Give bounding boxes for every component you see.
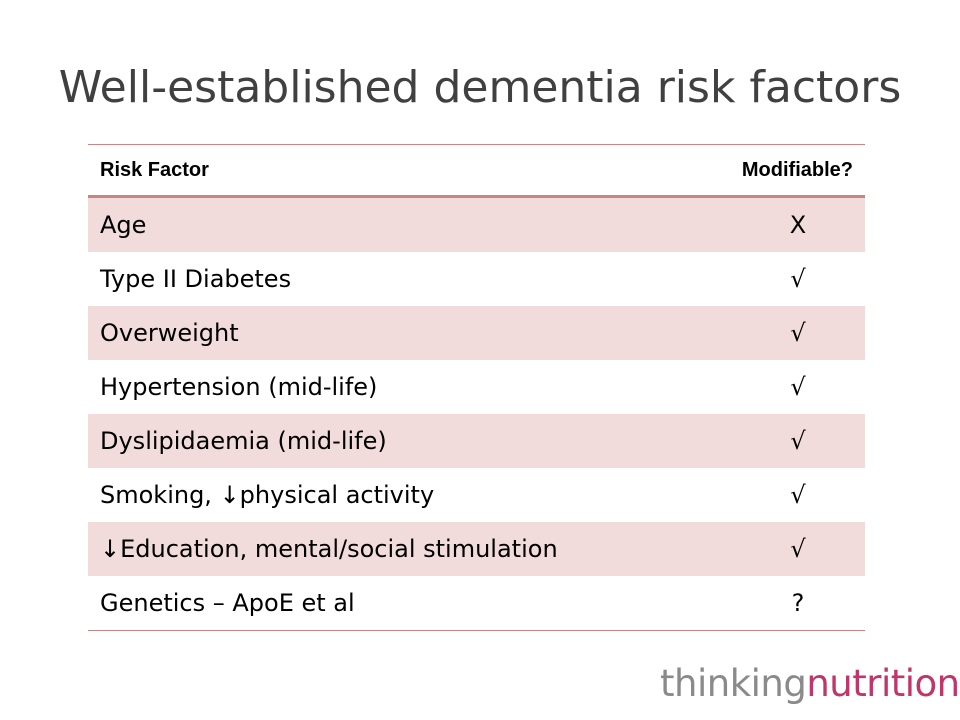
table-row: Overweight √	[88, 306, 865, 360]
risk-factor-cell: Smoking, ↓physical activity	[100, 481, 435, 509]
modifiable-cell: √	[790, 373, 806, 401]
table-row: Dyslipidaemia (mid-life) √	[88, 414, 865, 468]
modifiable-cell: ?	[791, 589, 805, 617]
modifiable-cell: √	[790, 319, 806, 347]
modifiable-cell: √	[790, 427, 806, 455]
modifiable-cell: √	[790, 481, 806, 509]
header-risk-factor: Risk Factor	[100, 158, 209, 181]
thinking-nutrition-logo: thinkingnutrition	[660, 662, 960, 705]
table-row: ↓Education, mental/social stimulation √	[88, 522, 865, 576]
logo-word-thinking: thinking	[660, 662, 807, 705]
header-modifiable: Modifiable?	[741, 158, 853, 181]
logo-word-nutrition: nutrition	[806, 662, 960, 705]
table-header-row: Risk Factor Modifiable?	[88, 145, 865, 198]
slide-title: Well-established dementia risk factors	[58, 62, 902, 113]
risk-factor-cell: Genetics – ApoE et al	[100, 589, 355, 617]
risk-factor-cell: Overweight	[100, 319, 239, 347]
table-row: Age X	[88, 198, 865, 252]
table-row: Hypertension (mid-life) √	[88, 360, 865, 414]
modifiable-cell: √	[790, 265, 806, 293]
table-bottom-rule	[88, 630, 865, 631]
risk-factor-cell: ↓Education, mental/social stimulation	[100, 535, 558, 563]
risk-factor-cell: Hypertension (mid-life)	[100, 373, 378, 401]
modifiable-cell: X	[789, 211, 807, 239]
risk-factor-cell: Type II Diabetes	[100, 265, 292, 293]
table-row: Type II Diabetes √	[88, 252, 865, 306]
risk-factor-table: Risk Factor Modifiable? Age X Type II Di…	[88, 144, 865, 631]
modifiable-cell: √	[790, 535, 806, 563]
table-top-rule	[88, 144, 865, 145]
table-row: Smoking, ↓physical activity √	[88, 468, 865, 522]
risk-factor-cell: Age	[100, 211, 147, 239]
risk-factor-cell: Dyslipidaemia (mid-life)	[100, 427, 387, 455]
table-row: Genetics – ApoE et al ?	[88, 576, 865, 630]
